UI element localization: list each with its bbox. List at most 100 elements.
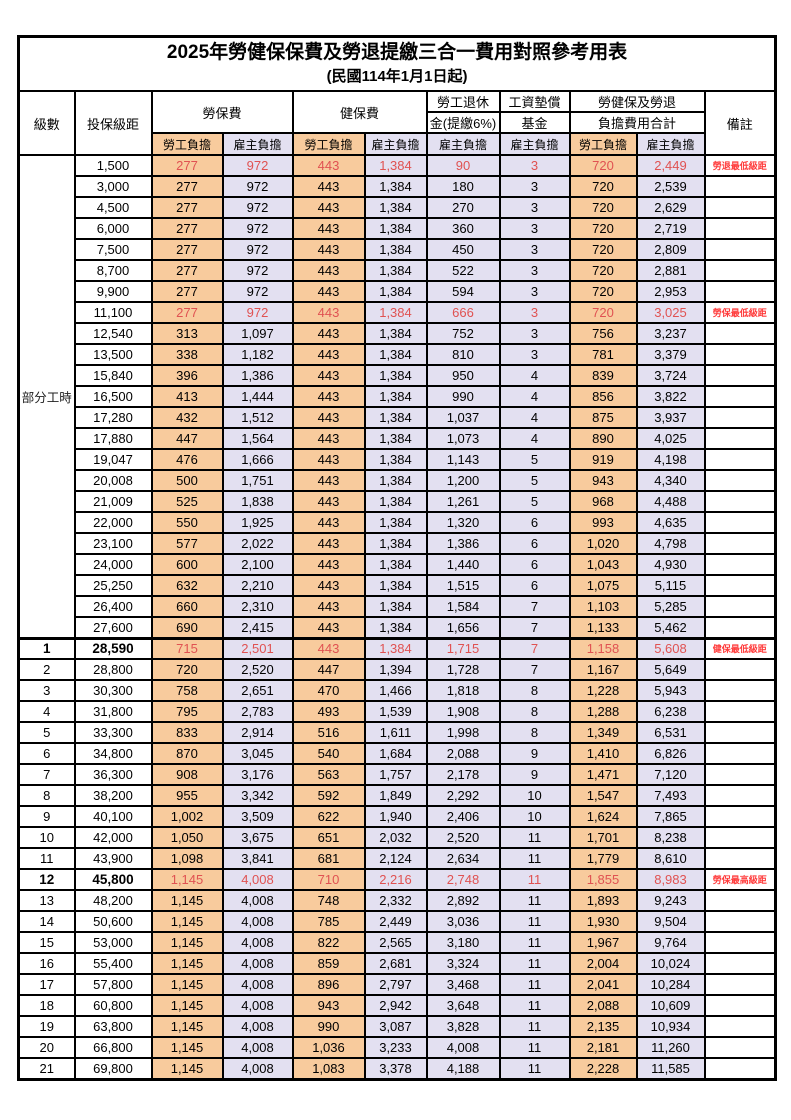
remark-cell: [703, 238, 777, 261]
bracket-cell: 19,047: [73, 448, 153, 471]
value-cell: 1,384: [363, 343, 428, 366]
value-cell: 6,826: [635, 742, 706, 765]
value-cell: 2,415: [221, 616, 294, 639]
value-cell: 2,004: [568, 952, 638, 975]
value-cell: 2,178: [425, 763, 501, 786]
level-cell: 15: [17, 931, 76, 954]
value-cell: 11: [498, 1036, 571, 1059]
value-cell: 3: [498, 343, 571, 366]
col-header-health-insurance: 健保費: [291, 90, 428, 134]
value-cell: 1,624: [568, 805, 638, 828]
level-cell: 12: [17, 868, 76, 891]
value-cell: 5: [498, 490, 571, 513]
value-cell: 2,449: [635, 154, 706, 177]
value-cell: 2,228: [568, 1057, 638, 1080]
value-cell: 1,940: [363, 805, 428, 828]
value-cell: 7: [498, 636, 571, 660]
value-cell: 11: [498, 910, 571, 933]
value-cell: 1,043: [568, 553, 638, 576]
value-cell: 4: [498, 364, 571, 387]
col-header-level: 級數: [17, 90, 76, 156]
value-cell: 277: [150, 301, 224, 324]
value-cell: 443: [291, 364, 366, 387]
value-cell: 1,384: [363, 385, 428, 408]
value-cell: 3: [498, 175, 571, 198]
level-cell: 10: [17, 826, 76, 849]
value-cell: 443: [291, 427, 366, 450]
value-cell: 277: [150, 280, 224, 303]
value-cell: 1,349: [568, 721, 638, 744]
value-cell: 7,493: [635, 784, 706, 807]
value-cell: 1,656: [425, 616, 501, 639]
value-cell: 972: [221, 301, 294, 324]
value-cell: 972: [221, 175, 294, 198]
bracket-cell: 60,800: [73, 994, 153, 1017]
value-cell: 443: [291, 259, 366, 282]
bracket-cell: 30,300: [73, 679, 153, 702]
value-cell: 180: [425, 175, 501, 198]
level-cell: 5: [17, 721, 76, 744]
value-cell: 11: [498, 994, 571, 1017]
level-cell: 部分工時: [17, 154, 76, 639]
value-cell: 11: [498, 952, 571, 975]
value-cell: 1,384: [363, 553, 428, 576]
bracket-cell: 4,500: [73, 196, 153, 219]
value-cell: 8: [498, 679, 571, 702]
value-cell: 7: [498, 658, 571, 681]
bracket-cell: 57,800: [73, 973, 153, 996]
remark-cell: [703, 1036, 777, 1059]
value-cell: 10,284: [635, 973, 706, 996]
table-row: 5 33,300 833 2,914 516 1,611 1,998 8 1,349 6,531: [17, 721, 777, 744]
value-cell: 972: [221, 259, 294, 282]
value-cell: 3,379: [635, 343, 706, 366]
header-row-3: 勞工負擔 雇主負擔 勞工負擔 雇主負擔 雇主負擔 雇主負擔 勞工負擔 雇主負擔: [19, 132, 776, 156]
remark-cell: [703, 784, 777, 807]
value-cell: 1,384: [363, 196, 428, 219]
bracket-cell: 8,700: [73, 259, 153, 282]
value-cell: 1,103: [568, 595, 638, 618]
value-cell: 6: [498, 574, 571, 597]
bracket-cell: 9,900: [73, 280, 153, 303]
value-cell: 990: [291, 1015, 366, 1038]
value-cell: 447: [291, 658, 366, 681]
value-cell: 710: [291, 868, 366, 891]
subheader-total-employer: 雇主負擔: [635, 132, 706, 156]
value-cell: 2,520: [221, 658, 294, 681]
value-cell: 9,504: [635, 910, 706, 933]
table-row: 3 30,300 758 2,651 470 1,466 1,818 8 1,228 5,943: [17, 679, 777, 702]
value-cell: 972: [221, 196, 294, 219]
page-title: 2025年勞健保保費及勞退提繳三合一費用對照參考用表: [166, 42, 628, 63]
value-cell: 8: [498, 700, 571, 723]
remark-cell: [703, 742, 777, 765]
table-row: 4 31,800 795 2,783 493 1,539 1,908 8 1,288 6,238: [17, 700, 777, 723]
value-cell: 1,584: [425, 595, 501, 618]
page-subtitle: (民國114年1月1日起): [326, 68, 468, 85]
value-cell: 972: [221, 217, 294, 240]
table-row: 13 48,200 1,145 4,008 748 2,332 2,892 11 1,893 9,…: [17, 889, 777, 912]
bracket-cell: 66,800: [73, 1036, 153, 1059]
value-cell: 443: [291, 175, 366, 198]
value-cell: 443: [291, 238, 366, 261]
value-cell: 5,115: [635, 574, 706, 597]
value-cell: 2,520: [425, 826, 501, 849]
bracket-cell: 11,100: [73, 301, 153, 324]
value-cell: 277: [150, 196, 224, 219]
value-cell: 5,943: [635, 679, 706, 702]
col-header-total-line1: 勞健保及勞退: [568, 90, 706, 113]
value-cell: 752: [425, 322, 501, 345]
remark-cell: [703, 721, 777, 744]
value-cell: 3,324: [425, 952, 501, 975]
value-cell: 9,764: [635, 931, 706, 954]
value-cell: 1,471: [568, 763, 638, 786]
value-cell: 3,036: [425, 910, 501, 933]
table-row: 16,500 413 1,444 443 1,384 990 4 856 3,822: [19, 385, 777, 408]
value-cell: 360: [425, 217, 501, 240]
value-cell: 4,008: [221, 952, 294, 975]
value-cell: 2,022: [221, 532, 294, 555]
table-row: 15,840 396 1,386 443 1,384 950 4 839 3,724: [19, 364, 777, 387]
value-cell: 4: [498, 427, 571, 450]
value-cell: 493: [291, 700, 366, 723]
remark-cell: [703, 364, 777, 387]
remark-cell: [703, 490, 777, 513]
value-cell: 1,384: [363, 364, 428, 387]
